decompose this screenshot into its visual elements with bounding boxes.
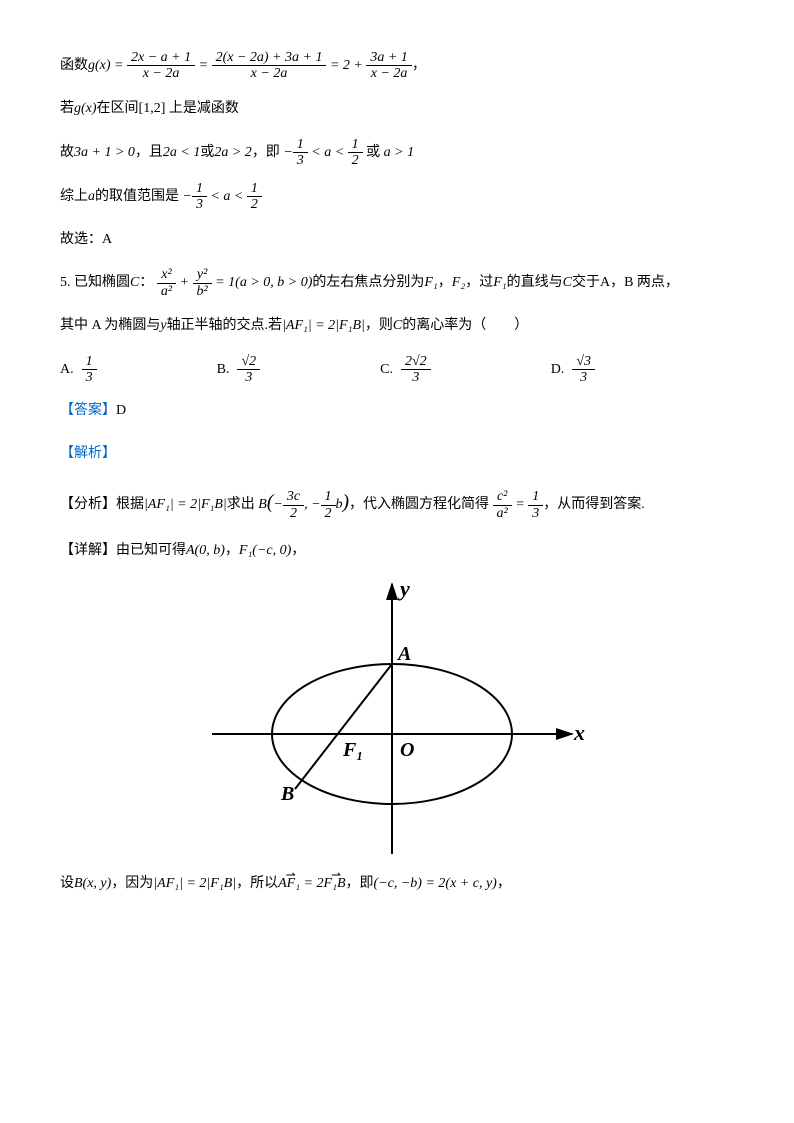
options-row: A. 13 B. √23 C. 2√23 D. √33 <box>60 354 734 386</box>
svg-text:y: y <box>397 579 410 601</box>
question-5-line2: 其中 A 为椭圆与y轴正半轴的交点.若|AF₁| = 2|F₁B|，则C的离心率… <box>60 311 734 342</box>
option-a: A. 13 <box>60 354 97 386</box>
svg-text:O: O <box>400 739 414 761</box>
question-5: 5. 已知椭圆C： x²a² + y²b² = 1(a > 0, b > 0)的… <box>60 267 734 299</box>
ellipse-diagram: x y A F₁ O B <box>60 579 734 859</box>
answer: 【答案】D <box>60 396 734 427</box>
detail: 【详解】由已知可得A(0, b)，F₁(−c, 0)， <box>60 536 734 567</box>
paragraph-4: 综上a的取值范围是 −13 < a < 12 <box>60 181 734 213</box>
option-b: B. √23 <box>217 354 261 386</box>
svg-text:F₁: F₁ <box>342 739 363 761</box>
diagram-svg: x y A F₁ O B <box>207 579 587 859</box>
paragraph-1: 函数g(x) = 2x − a + 1x − 2a = 2(x − 2a) + … <box>60 50 734 82</box>
option-c: C. 2√23 <box>380 354 431 386</box>
option-d: D. √33 <box>551 354 595 386</box>
paragraph-3: 故3a + 1 > 0，且2a < 1或2a > 2，即 −13 < a < 1… <box>60 137 734 169</box>
svg-text:B: B <box>280 783 294 805</box>
paragraph-2: 若g(x)在区间[1,2] 上是减函数 <box>60 94 734 125</box>
analysis: 【分析】根据|AF₁| = 2|F₁B|求出 B(−3c2, −12b)，代入椭… <box>60 481 734 524</box>
svg-text:A: A <box>396 643 411 665</box>
analysis-label: 【解析】 <box>60 439 734 470</box>
paragraph-5: 故选：A <box>60 225 734 256</box>
paragraph-last: 设B(x, y)，因为|AF₁| = 2|F₁B|，所以AF₁ = 2F₁B，即… <box>60 869 734 900</box>
svg-text:x: x <box>573 720 585 745</box>
